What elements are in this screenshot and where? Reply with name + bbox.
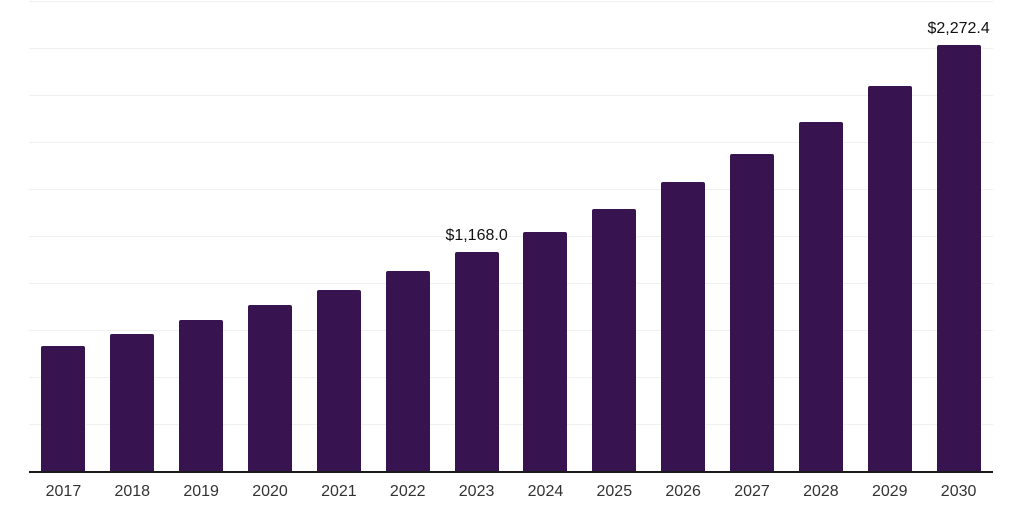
x-tick-label-2030: 2030	[940, 483, 977, 500]
gridline	[29, 424, 993, 425]
bar-band-2022	[373, 2, 442, 472]
x-tick-label-2018: 2018	[114, 483, 151, 500]
x-tick-label-2017: 2017	[45, 483, 82, 500]
bar-band-2018	[98, 2, 167, 472]
bar-value-label-2023: $1,168.0	[445, 227, 508, 245]
gridline	[29, 95, 993, 96]
x-tick-label-2023: 2023	[458, 483, 495, 500]
bar-2027	[730, 153, 775, 472]
gridline	[29, 189, 993, 190]
gridline	[29, 142, 993, 143]
bar-2023	[454, 252, 499, 472]
bar-band-2021	[304, 2, 373, 472]
bar-band-2027	[718, 2, 787, 472]
gridline	[29, 48, 993, 49]
x-tick-label-2020: 2020	[252, 483, 288, 500]
x-tick-label-2019: 2019	[183, 483, 219, 500]
bar-band-2020	[236, 2, 305, 472]
bar-band-2025	[580, 2, 649, 472]
x-tick-label-2022: 2022	[389, 483, 426, 500]
gridline	[29, 330, 993, 331]
bar-band-2019	[167, 2, 236, 472]
bar-2030	[936, 44, 981, 472]
gridline	[29, 283, 993, 284]
bar-2017	[41, 346, 86, 472]
x-tick-label-2024: 2024	[527, 483, 564, 500]
bar-band-2023: $1,168.0	[442, 2, 511, 472]
bar-2025	[592, 209, 637, 472]
x-tick-label-2028: 2028	[803, 483, 839, 500]
x-tick-label-2029: 2029	[871, 483, 908, 500]
bar-2026	[661, 182, 706, 472]
gridline	[29, 1, 993, 2]
bar-band-2029	[855, 2, 924, 472]
bar-2029	[867, 86, 912, 472]
bar-2022	[385, 271, 430, 472]
x-tick-label-2021: 2021	[321, 483, 357, 500]
gridline	[29, 236, 993, 237]
x-tick-label-2025: 2025	[596, 483, 633, 500]
bar-band-2028	[786, 2, 855, 472]
bar-series: $1,168.0 $2,272.4	[29, 2, 993, 472]
x-tick-label-2026: 2026	[665, 483, 701, 500]
bar-2018	[110, 333, 155, 472]
bar-2028	[798, 122, 843, 472]
x-axis-tick-labels: 2017 2018 2019 2020 2021 2022 2023 2024 2025 2026…	[29, 483, 993, 501]
bar-band-2024	[511, 2, 580, 472]
gridline	[29, 377, 993, 378]
x-axis-line	[29, 471, 993, 473]
plot-area: $1,168.0 $2,272.4	[29, 1, 993, 472]
bar-band-2030: $2,272.4	[924, 2, 993, 472]
x-tick-label-2027: 2027	[734, 483, 770, 500]
bar-band-2017	[29, 2, 98, 472]
bar-band-2026	[649, 2, 718, 472]
bar-2024	[523, 231, 568, 472]
bar-2021	[316, 290, 361, 472]
bar-value-label-2030: $2,272.4	[927, 19, 990, 37]
bar-2019	[179, 320, 224, 472]
bar-2020	[248, 305, 292, 472]
